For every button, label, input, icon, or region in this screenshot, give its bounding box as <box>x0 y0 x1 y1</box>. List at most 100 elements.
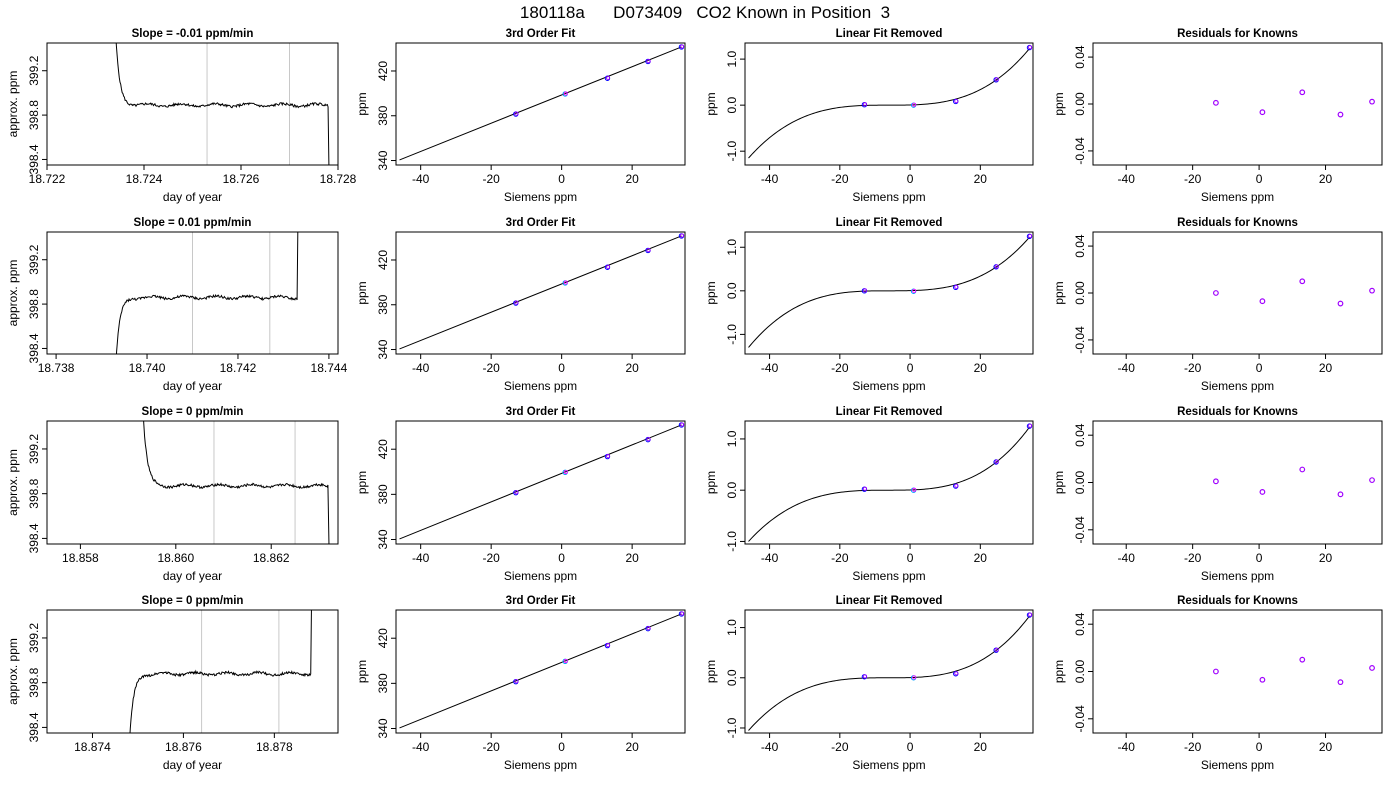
x-tick-label: -20 <box>831 551 849 565</box>
x-tick-label: 18.858 <box>62 551 99 565</box>
y-tick-label: 0.0 <box>725 482 739 499</box>
data-layer <box>115 43 330 165</box>
data-layer <box>399 611 685 729</box>
y-tick-label: -0.04 <box>1073 705 1087 733</box>
x-axis-label: day of year <box>163 569 222 583</box>
y-tick-label: 399.2 <box>27 623 41 653</box>
plot-frame <box>395 609 686 734</box>
fit-line <box>399 424 682 540</box>
x-tick-label: 0 <box>1256 361 1263 375</box>
x-tick-label: 18.862 <box>253 551 290 565</box>
chart-title: 3rd Order Fit <box>506 595 576 607</box>
y-tick-label: 0.04 <box>1073 234 1087 258</box>
y-tick-label: -1.0 <box>725 531 739 552</box>
data-point-secondary <box>563 469 568 474</box>
chart-panel: Residuals for Knowns -40 -20 0 20 -0.04 0.00 0.… <box>1052 595 1383 772</box>
data-point-secondary <box>606 643 611 648</box>
fit-line <box>399 235 682 350</box>
y-tick-label: 420 <box>376 628 390 648</box>
chart-panel: Slope = 0 ppm/min 18.874 18.876 18.878 398.4… <box>6 595 339 772</box>
x-tick-label: 0 <box>558 740 565 754</box>
x-tick-label: -40 <box>761 172 779 186</box>
plot-frame <box>395 420 686 545</box>
x-tick-label: -40 <box>412 740 430 754</box>
y-tick-label: 0.0 <box>725 282 739 299</box>
chart-panel: 3rd Order Fit -40 -20 0 20 340 380 420 Siemens p… <box>355 217 686 393</box>
y-tick-label: -0.04 <box>1073 137 1087 165</box>
chart-panel: Linear Fit Removed -40 -20 0 20 -1.0 0.0 1.0 Sie… <box>704 595 1034 772</box>
plot-frame <box>744 42 1034 166</box>
x-tick-label: 20 <box>1319 172 1333 186</box>
y-axis-label: ppm <box>355 92 369 115</box>
x-tick-label: 18.876 <box>165 740 202 754</box>
y-tick-label: 1.0 <box>725 50 739 67</box>
x-axis-label: Siemens ppm <box>504 190 577 204</box>
data-point-secondary <box>1028 423 1033 428</box>
chart-title: Linear Fit Removed <box>836 28 943 40</box>
fit-line <box>399 46 682 161</box>
data-layer <box>748 44 1033 159</box>
y-tick-label: 380 <box>376 673 390 693</box>
data-point-secondary <box>563 658 568 663</box>
data-point-secondary <box>514 679 519 684</box>
x-axis-label: day of year <box>163 190 222 204</box>
data-point-secondary <box>514 111 519 116</box>
plot-frame <box>744 231 1034 355</box>
y-axis-label: ppm <box>1052 281 1066 304</box>
x-tick-label: -20 <box>831 740 849 754</box>
x-tick-label: 20 <box>625 740 639 754</box>
chart-panel: 3rd Order Fit -40 -20 0 20 340 380 420 Siemens p… <box>355 406 686 583</box>
plot-frame <box>1092 231 1383 355</box>
data-point-secondary <box>680 611 685 616</box>
x-tick-label: -20 <box>1184 172 1202 186</box>
data-point <box>1337 491 1344 498</box>
x-tick-label: 20 <box>1319 361 1333 375</box>
page-title: 180118a D073409 CO2 Known in Position 3 <box>520 3 890 22</box>
data-point-secondary <box>646 248 651 253</box>
data-point-secondary <box>863 102 868 107</box>
chart-title: Slope = 0 ppm/min <box>142 406 244 418</box>
chart-title: Residuals for Knowns <box>1177 28 1298 40</box>
y-tick-label: 398.8 <box>27 289 41 319</box>
x-axis-label: Siemens ppm <box>1201 758 1274 772</box>
y-tick-label: -0.04 <box>1073 516 1087 544</box>
x-tick-label: 20 <box>974 551 988 565</box>
x-tick-label: 20 <box>974 172 988 186</box>
data-point-secondary <box>912 288 917 293</box>
data-point-secondary <box>994 647 999 652</box>
y-tick-label: 399.2 <box>27 55 41 85</box>
data-layer <box>1213 278 1375 307</box>
chart-title: Slope = -0.01 ppm/min <box>132 28 254 40</box>
x-axis-label: day of year <box>163 379 222 393</box>
x-axis-label: Siemens ppm <box>852 190 925 204</box>
data-point <box>1259 109 1266 116</box>
data-point <box>1369 477 1375 484</box>
y-tick-label: 0.00 <box>1073 659 1087 683</box>
y-tick-label: 1.0 <box>725 619 739 636</box>
y-axis-label: approx. ppm <box>6 260 20 327</box>
y-tick-label: 420 <box>376 439 390 459</box>
plot-frame <box>1092 420 1383 545</box>
y-axis-label: approx. ppm <box>6 71 20 138</box>
data-point-secondary <box>863 288 868 293</box>
plot-frame <box>744 609 1034 734</box>
x-tick-label: 0 <box>1256 551 1263 565</box>
x-axis-label: day of year <box>163 758 222 772</box>
x-tick-label: -40 <box>412 172 430 186</box>
data-layer <box>1213 656 1375 686</box>
y-tick-label: -0.04 <box>1073 326 1087 354</box>
x-tick-label: 0 <box>907 361 914 375</box>
data-point-secondary <box>954 99 959 104</box>
x-axis-label: Siemens ppm <box>852 758 925 772</box>
data-point <box>1299 278 1306 285</box>
plot-frame <box>46 420 339 545</box>
y-tick-label: -1.0 <box>725 141 739 162</box>
x-tick-label: -40 <box>1118 551 1136 565</box>
data-point-secondary <box>680 44 685 49</box>
x-tick-label: 20 <box>625 361 639 375</box>
x-tick-label: 18.860 <box>157 551 194 565</box>
y-tick-label: 420 <box>376 250 390 270</box>
y-tick-label: 1.0 <box>725 430 739 447</box>
x-tick-label: 18.724 <box>126 172 163 186</box>
